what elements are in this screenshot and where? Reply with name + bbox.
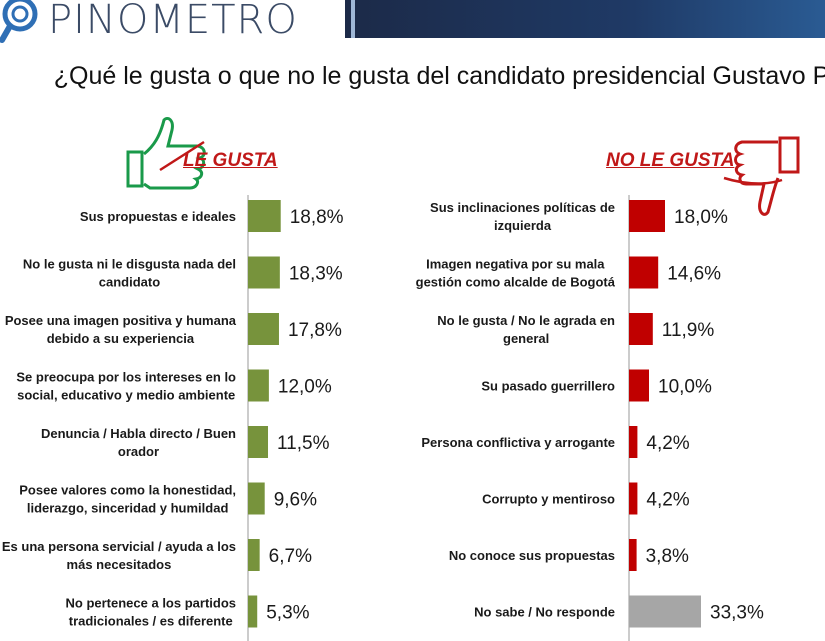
left-value-label: 18,3%	[289, 264, 343, 285]
left-value-label: 12,0%	[278, 377, 332, 398]
right-category-label: Corrupto y mentiroso	[482, 492, 615, 507]
right-category-label: No le gusta / No le agrada en general	[437, 313, 615, 346]
left-category-label: Posee valores como la honestidad, lideraz…	[19, 483, 236, 516]
left-category-label: Denuncia / Habla directo / Buen orador	[41, 426, 236, 459]
right-bar	[629, 595, 701, 628]
right-category-label: No conoce sus propuestas	[449, 548, 615, 563]
header-banner	[345, 0, 825, 38]
header-no-le-gusta: NO LE GUSTA	[606, 150, 735, 171]
left-value-label: 11,5%	[277, 433, 330, 454]
right-bar	[629, 200, 665, 232]
right-value-label: 10,0%	[658, 377, 712, 398]
logo-text: PINOMETRO	[48, 0, 298, 43]
right-value-label: 4,2%	[646, 433, 689, 454]
left-category-label: Posee una imagen positiva y humana debido…	[5, 313, 237, 346]
right-bar	[629, 369, 649, 402]
left-value-label: 9,6%	[274, 490, 317, 511]
right-category-label: Sus inclinaciones políticas de izquierda	[430, 200, 615, 233]
left-bar	[248, 539, 260, 571]
left-value-label: 6,7%	[269, 546, 312, 567]
right-bar	[629, 426, 638, 458]
left-value-label: 5,3%	[266, 603, 309, 624]
right-value-label: 11,9%	[662, 320, 715, 341]
right-value-label: 18,0%	[674, 207, 728, 228]
left-bar	[248, 595, 258, 628]
logo: PINOMETRO	[0, 0, 298, 46]
right-category-label: Persona conflictiva y arrogante	[421, 435, 615, 450]
right-value-label: 4,2%	[646, 490, 689, 511]
thumbs-up-icon	[126, 116, 206, 190]
left-bar	[248, 256, 280, 289]
left-value-label: 18,8%	[290, 207, 344, 228]
right-value-label: 3,8%	[646, 546, 689, 567]
left-bar	[248, 200, 281, 232]
left-category-label: No pertenece a los partidos tradicionales…	[66, 596, 237, 629]
right-bar	[629, 539, 637, 571]
header-le-gusta: LE GUSTA	[183, 150, 278, 171]
right-value-label: 14,6%	[667, 264, 721, 285]
magnifier-icon	[0, 0, 38, 43]
right-bar	[629, 482, 638, 515]
left-bar	[248, 482, 265, 515]
chart-title: ¿Qué le gusta o que no le gusta del cand…	[53, 62, 825, 90]
left-category-label: Se preocupa por los intereses en lo socia…	[16, 370, 236, 403]
left-bar	[248, 369, 269, 402]
right-category-label: Imagen negativa por su mala gestión como …	[416, 257, 616, 290]
left-bar	[248, 426, 269, 458]
right-bar	[629, 313, 653, 345]
right-category-label: No sabe / No responde	[474, 605, 615, 620]
right-category-label: Su pasado guerrillero	[481, 379, 615, 394]
left-category-label: Sus propuestas e ideales	[80, 209, 236, 224]
right-bar	[629, 256, 659, 289]
right-value-label: 33,3%	[710, 603, 764, 624]
right-chart-marks: 18,0% Sus inclinaciones políticas de izqui…	[416, 200, 764, 628]
left-category-label: No le gusta ni le disgusta nada del candi…	[23, 257, 236, 290]
left-chart-marks: 18,8% Sus propuestas e ideales 18,3% No le …	[2, 200, 344, 629]
left-category-label: Es una persona servicial / ayuda a los má…	[2, 539, 236, 572]
left-value-label: 17,8%	[288, 320, 342, 341]
left-bar	[248, 313, 279, 345]
thumbs-down-icon	[723, 136, 800, 216]
